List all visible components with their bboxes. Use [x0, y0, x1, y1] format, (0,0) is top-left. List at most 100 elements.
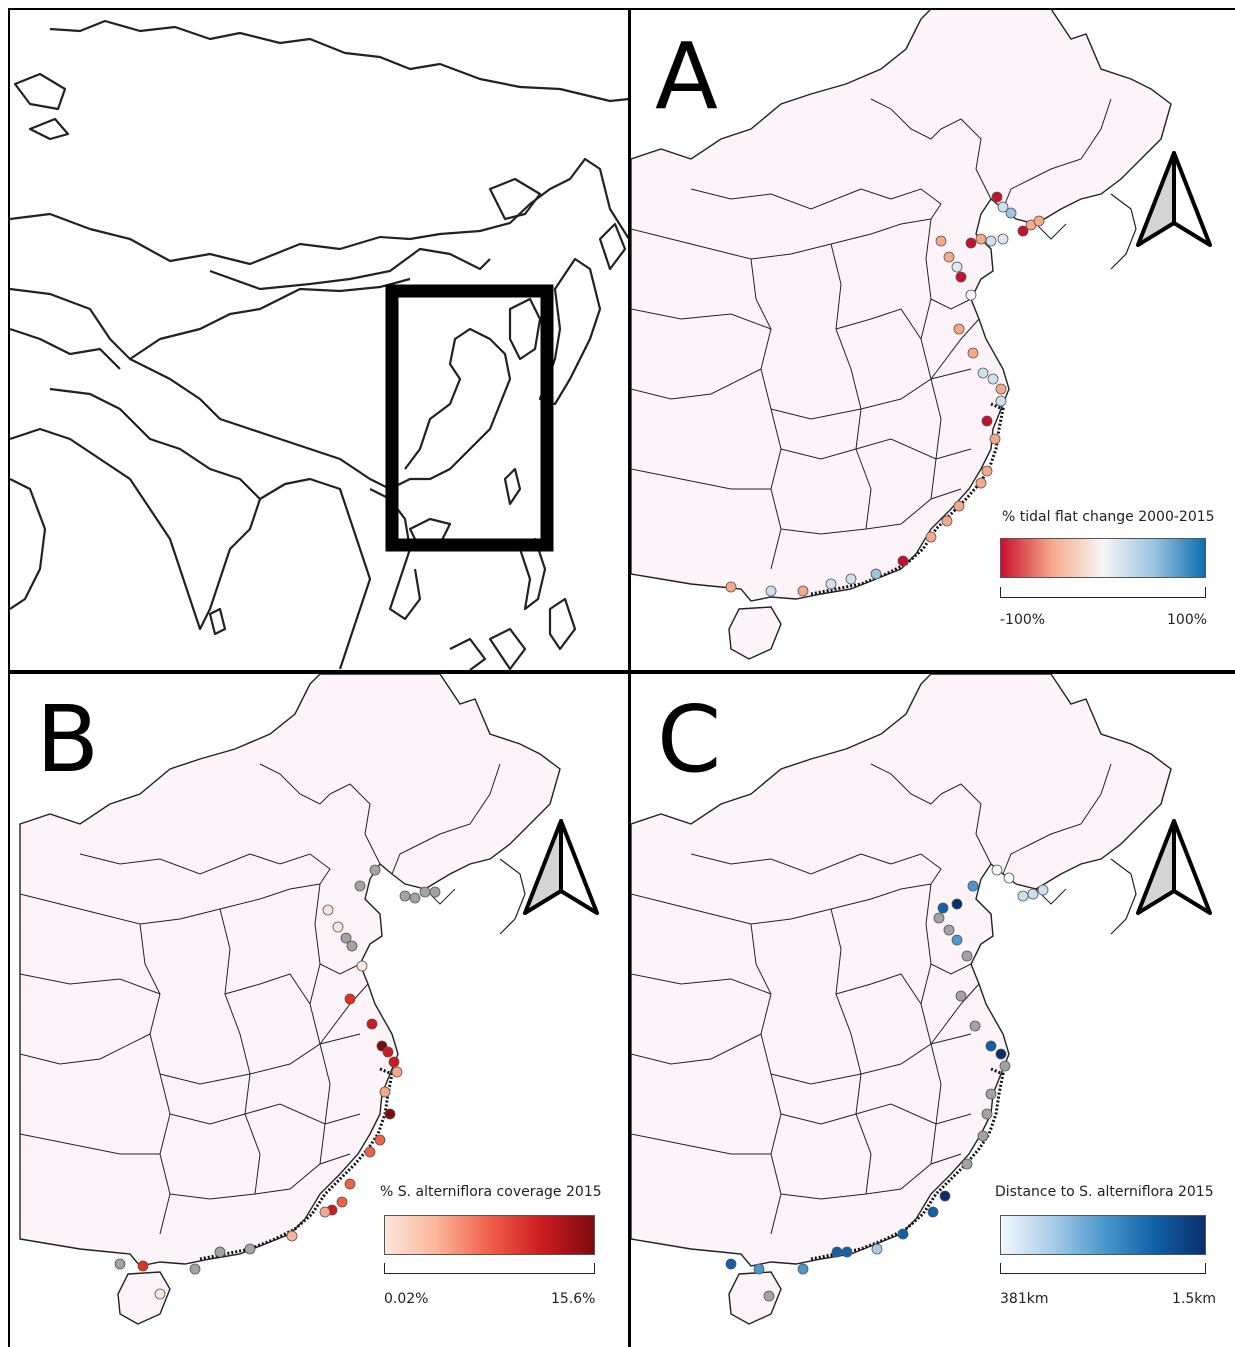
legend-max-label: 100%	[1167, 612, 1208, 628]
site-marker	[429, 886, 441, 898]
site-marker	[935, 235, 947, 247]
rugged-coastline	[810, 1067, 1005, 1261]
site-marker	[955, 271, 967, 283]
province-boundary	[930, 963, 972, 975]
panel-b: B % S. alterniflora coverage 2015 0.02% …	[10, 674, 629, 1347]
province-boundary	[860, 853, 942, 885]
site-marker	[214, 1246, 226, 1258]
province-boundary	[780, 1103, 972, 1125]
frame-horizontal-divider	[8, 670, 1235, 674]
site-marker	[951, 261, 963, 273]
site-marker	[927, 1206, 939, 1218]
site-marker	[953, 500, 965, 512]
site-marker	[419, 886, 431, 898]
site-marker	[961, 1158, 973, 1170]
china-province-map	[631, 9, 1172, 660]
site-marker	[939, 1190, 951, 1202]
legend-title: Distance to S. alterniflora 2015	[995, 1184, 1214, 1200]
site-marker	[955, 990, 967, 1002]
site-marker	[354, 880, 366, 892]
site-marker	[897, 555, 909, 567]
province-boundary	[19, 1133, 160, 1155]
site-marker	[845, 573, 857, 585]
site-marker	[981, 465, 993, 477]
province-boundary	[169, 1103, 361, 1125]
province-boundary	[631, 368, 762, 400]
site-marker	[286, 1230, 298, 1242]
site-marker	[322, 904, 334, 916]
panel-a: A % tidal flat change 2000-2015 -100% 10…	[631, 9, 1234, 670]
site-marker	[1003, 872, 1015, 884]
province-boundary	[159, 1033, 361, 1085]
site-marker	[951, 934, 963, 946]
site-marker	[388, 1056, 400, 1068]
province-boundary	[920, 218, 942, 500]
korea-coastline	[499, 858, 526, 935]
province-boundary	[770, 1033, 972, 1085]
site-marker	[933, 912, 945, 924]
province-boundary	[631, 1033, 762, 1065]
province-boundary	[930, 298, 972, 310]
site-marker	[369, 864, 381, 876]
site-marker	[382, 1046, 394, 1058]
site-marker	[981, 415, 993, 427]
north-arrow-icon	[523, 819, 599, 915]
site-marker	[797, 585, 809, 597]
province-boundary	[930, 983, 980, 1045]
site-marker	[725, 581, 737, 593]
site-marker	[985, 1040, 997, 1052]
province-boundary	[319, 963, 361, 975]
province-boundary	[770, 368, 972, 420]
province-boundary	[920, 883, 942, 1165]
legend-color-bar	[1000, 538, 1206, 578]
legend-min-label: -100%	[1000, 612, 1046, 628]
site-marker	[1017, 225, 1029, 237]
site-marker	[941, 515, 953, 527]
hainan-island	[728, 1271, 782, 1325]
site-marker	[1033, 215, 1045, 227]
province-boundary	[930, 318, 980, 380]
site-marker	[340, 932, 352, 944]
province-boundary	[1002, 98, 1112, 210]
site-marker	[1027, 888, 1039, 900]
north-arrow-icon	[1136, 819, 1212, 915]
province-boundary	[631, 218, 932, 260]
legend-title: % tidal flat change 2000-2015	[1002, 509, 1215, 525]
legend-scale-bracket	[1000, 1263, 1206, 1274]
site-marker	[897, 1228, 909, 1240]
korea-coastline	[1110, 193, 1137, 270]
site-marker	[925, 531, 937, 543]
site-marker	[399, 890, 411, 902]
province-boundary	[870, 763, 942, 805]
site-marker	[1005, 207, 1017, 219]
province-boundary	[940, 118, 992, 200]
site-marker	[1017, 890, 1029, 902]
province-boundary	[631, 308, 772, 330]
site-marker	[977, 367, 989, 379]
province-boundary	[259, 763, 331, 805]
site-marker	[961, 950, 973, 962]
site-marker	[379, 1086, 391, 1098]
site-marker	[967, 880, 979, 892]
site-marker	[991, 864, 1003, 876]
legend-min-label: 381km	[1000, 1291, 1049, 1307]
legend-max-label: 15.6%	[551, 1291, 596, 1307]
site-marker	[364, 1146, 376, 1158]
site-marker	[346, 940, 358, 952]
province-boundary	[690, 853, 862, 875]
site-marker	[995, 1048, 1007, 1060]
frame-vertical-divider	[628, 8, 631, 1347]
legend-title: % S. alterniflora coverage 2015	[380, 1184, 602, 1200]
site-marker	[336, 1196, 348, 1208]
site-marker	[114, 1258, 126, 1270]
study-area-box	[385, 284, 554, 552]
site-marker	[384, 1108, 396, 1120]
legend-scale-bracket	[384, 1263, 595, 1274]
site-marker	[725, 1258, 737, 1270]
province-boundary	[329, 783, 381, 865]
site-marker	[763, 1290, 775, 1302]
hainan-island	[728, 606, 782, 660]
province-boundary	[224, 973, 311, 1005]
site-marker	[977, 1130, 989, 1142]
site-marker	[989, 433, 1001, 445]
